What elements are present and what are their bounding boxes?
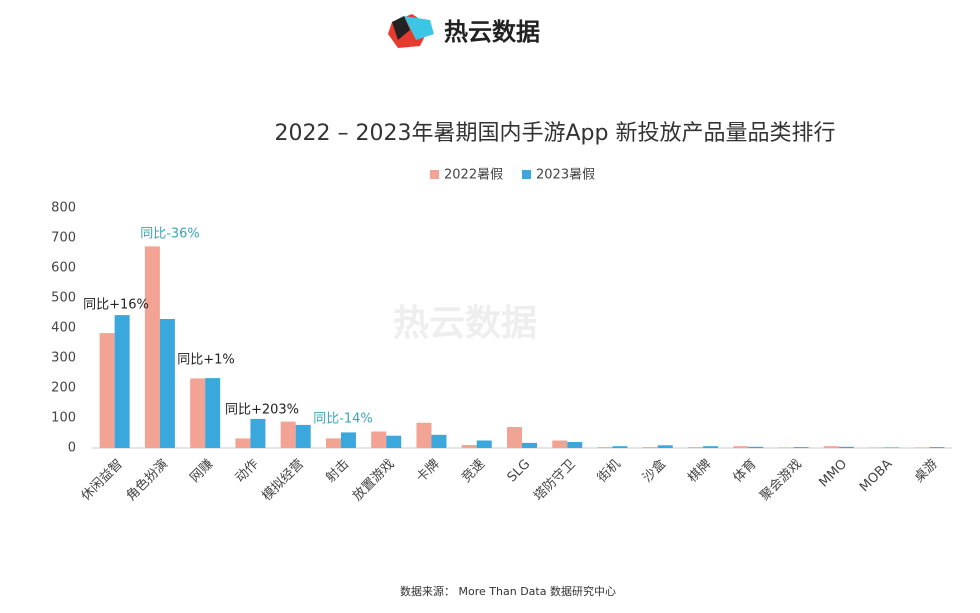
x-tick-label: 网赚 xyxy=(187,456,217,486)
bar xyxy=(567,442,583,448)
bar xyxy=(733,446,749,448)
annotation: 同比+16% xyxy=(83,298,149,313)
bar xyxy=(431,434,447,448)
legend-label: 2022暑假 xyxy=(444,168,503,183)
annotation: 同比-36% xyxy=(140,227,200,242)
chart-title: 2022 – 2023年暑期国内手游App 新投放产品量品类排行 xyxy=(275,121,836,146)
bar xyxy=(778,447,794,448)
y-tick-label: 100 xyxy=(51,411,76,426)
y-tick-label: 0 xyxy=(68,441,76,456)
x-tick-label: 卡牌 xyxy=(413,456,443,486)
bar xyxy=(884,447,900,448)
bar xyxy=(612,446,628,448)
x-tick-label: 棋牌 xyxy=(685,456,715,486)
x-tick-label: 动作 xyxy=(233,457,262,486)
bar xyxy=(144,246,160,448)
bar xyxy=(507,427,522,448)
bar xyxy=(205,378,221,448)
bar xyxy=(386,435,402,448)
x-tick-label: 街机 xyxy=(595,457,624,486)
watermark: 热云数据 xyxy=(393,303,537,344)
bar xyxy=(416,422,432,448)
x-tick-label: 竞速 xyxy=(458,456,488,486)
brand: 热云数据 xyxy=(444,18,540,46)
bar xyxy=(325,438,341,448)
bar xyxy=(703,446,719,448)
bar xyxy=(688,447,704,448)
legend-swatch xyxy=(430,170,439,179)
y-tick-label: 500 xyxy=(51,291,76,306)
bar xyxy=(235,438,251,448)
bar xyxy=(250,418,266,448)
bar xyxy=(552,440,568,448)
bar xyxy=(914,447,930,448)
x-tick-label: 沙盒 xyxy=(639,456,669,486)
y-tick-label: 400 xyxy=(51,321,76,336)
x-tick-label: 休闲益智 xyxy=(79,457,126,504)
bar xyxy=(642,447,658,448)
bar xyxy=(371,431,387,448)
annotation: 同比-14% xyxy=(313,412,373,427)
x-tick-label: 体育 xyxy=(730,456,760,486)
y-tick-label: 200 xyxy=(51,381,76,396)
annotation: 同比+1% xyxy=(177,353,235,368)
x-tick-label: SLG xyxy=(505,457,534,486)
bar xyxy=(748,446,764,448)
x-tick-label: 角色扮演 xyxy=(123,456,171,504)
x-tick-label: 桌游 xyxy=(912,457,941,486)
y-tick-label: 600 xyxy=(51,261,76,276)
bar xyxy=(159,319,175,448)
bar xyxy=(190,378,206,448)
y-tick-label: 800 xyxy=(51,201,76,216)
x-tick-label: 塔防守卫 xyxy=(530,456,578,504)
x-tick-label: MMO xyxy=(816,457,850,491)
annotation: 同比+203% xyxy=(225,403,299,418)
bar xyxy=(597,447,613,448)
y-tick-label: 300 xyxy=(51,351,76,366)
bar xyxy=(929,447,945,448)
bar xyxy=(340,432,356,448)
legend-swatch xyxy=(522,170,531,179)
bar xyxy=(476,440,492,448)
x-tick-label: MOBA xyxy=(857,457,895,495)
x-tick-label: 射击 xyxy=(323,456,353,486)
bar xyxy=(522,442,537,448)
x-tick-label: 模拟经营 xyxy=(260,457,307,504)
legend-label: 2023暑假 xyxy=(536,168,595,183)
bar xyxy=(823,446,839,448)
y-tick-label: 700 xyxy=(51,231,76,246)
x-tick-label: 聚会游戏 xyxy=(757,457,804,504)
bar xyxy=(295,424,311,448)
bar xyxy=(838,446,854,448)
bar xyxy=(461,445,477,448)
source: 数据来源： More Than Data 数据研究中心 xyxy=(400,584,616,598)
logo xyxy=(388,14,434,48)
bar xyxy=(114,315,130,448)
bar xyxy=(99,333,115,448)
bar xyxy=(280,421,296,448)
bar xyxy=(657,445,673,448)
x-tick-label: 放置游戏 xyxy=(350,457,397,504)
bar xyxy=(793,447,809,448)
bar xyxy=(869,447,885,448)
